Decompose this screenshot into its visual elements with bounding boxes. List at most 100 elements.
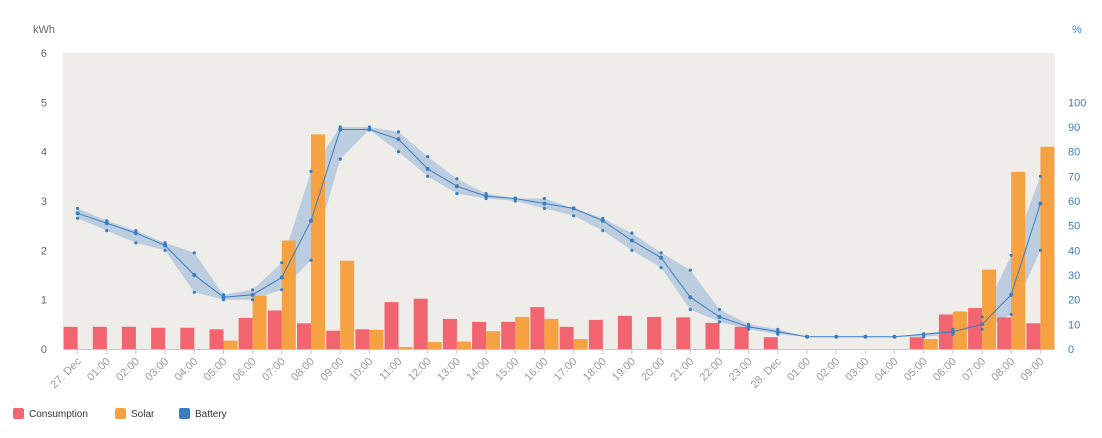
battery-point[interactable]	[133, 231, 138, 236]
solar-bar[interactable]	[544, 318, 559, 349]
consumption-bar[interactable]	[501, 321, 516, 349]
consumption-bar[interactable]	[355, 329, 370, 349]
consumption-bar[interactable]	[588, 319, 603, 349]
consumption-bar[interactable]	[267, 310, 282, 350]
battery-point[interactable]	[834, 334, 839, 339]
consumption-bar[interactable]	[909, 337, 924, 349]
consumption-bar[interactable]	[297, 323, 311, 349]
battery-max-point	[776, 327, 780, 331]
consumption-bar[interactable]	[326, 330, 341, 349]
battery-max-point	[338, 125, 342, 129]
x-tick-label: 08:00	[989, 356, 1017, 384]
consumption-bar[interactable]	[384, 302, 399, 349]
battery-point[interactable]	[250, 292, 255, 297]
battery-point[interactable]	[1038, 201, 1043, 206]
legend-label-consumption[interactable]: Consumption	[29, 409, 88, 420]
x-tick-label: 02:00	[114, 356, 142, 384]
battery-point[interactable]	[338, 127, 343, 132]
x-tick-label: 28. Dec	[749, 355, 785, 391]
battery-min-point	[717, 320, 722, 324]
consumption-bar[interactable]	[617, 315, 632, 349]
consumption-bar[interactable]	[209, 329, 224, 349]
battery-point[interactable]	[163, 243, 168, 248]
battery-point[interactable]	[396, 137, 401, 142]
solar-bar[interactable]	[456, 341, 471, 349]
battery-point[interactable]	[454, 184, 459, 189]
consumption-bar[interactable]	[92, 326, 107, 349]
battery-point[interactable]	[104, 221, 109, 226]
battery-point[interactable]	[921, 332, 926, 337]
battery-point[interactable]	[863, 334, 868, 339]
solar-bar[interactable]	[427, 342, 442, 349]
solar-bar[interactable]	[311, 134, 325, 349]
battery-min-point	[338, 157, 342, 161]
solar-bar[interactable]	[340, 260, 355, 349]
battery-point[interactable]	[950, 329, 955, 334]
solar-bar[interactable]	[252, 295, 267, 349]
consumption-bar[interactable]	[472, 321, 487, 349]
consumption-bar[interactable]	[647, 316, 662, 349]
battery-point[interactable]	[688, 295, 693, 300]
solar-bar[interactable]	[515, 316, 530, 349]
battery-point[interactable]	[629, 238, 634, 243]
battery-point[interactable]	[309, 218, 313, 223]
consumption-bar[interactable]	[997, 317, 1012, 349]
solar-bar[interactable]	[486, 331, 501, 349]
consumption-bar[interactable]	[763, 337, 778, 349]
battery-point[interactable]	[1009, 292, 1014, 297]
battery-point[interactable]	[425, 166, 430, 171]
consumption-bar[interactable]	[238, 317, 253, 349]
battery-point[interactable]	[221, 295, 226, 300]
consumption-bar[interactable]	[676, 317, 691, 349]
consumption-bar[interactable]	[559, 326, 574, 349]
battery-point[interactable]	[659, 255, 664, 260]
battery-point[interactable]	[805, 334, 809, 339]
consumption-bar[interactable]	[530, 307, 545, 349]
solar-bar[interactable]	[573, 339, 588, 349]
battery-min-point	[951, 332, 955, 336]
x-tick-label: 04:00	[172, 356, 200, 384]
y-right-tick-label: 50	[1068, 221, 1080, 233]
battery-max-point	[630, 231, 634, 235]
battery-point[interactable]	[542, 201, 547, 206]
consumption-bar[interactable]	[442, 318, 457, 349]
solar-bar[interactable]	[398, 347, 413, 349]
consumption-bar[interactable]	[63, 326, 78, 349]
consumption-bar[interactable]	[121, 326, 136, 349]
battery-point[interactable]	[717, 314, 722, 319]
consumption-bar[interactable]	[413, 298, 428, 349]
legend-label-battery[interactable]: Battery	[195, 409, 227, 420]
solar-bar[interactable]	[223, 340, 238, 349]
consumption-bar[interactable]	[180, 327, 195, 349]
battery-point[interactable]	[484, 194, 489, 199]
battery-min-point	[1009, 312, 1013, 317]
battery-point[interactable]	[980, 322, 985, 327]
solar-bar[interactable]	[1040, 146, 1055, 349]
battery-point[interactable]	[746, 324, 751, 329]
battery-point[interactable]	[279, 275, 284, 280]
consumption-bar[interactable]	[705, 322, 720, 349]
solar-bar[interactable]	[369, 329, 384, 349]
plot-background	[63, 53, 1055, 349]
consumption-bar[interactable]	[968, 308, 983, 349]
solar-bar[interactable]	[982, 269, 997, 349]
consumption-bar[interactable]	[938, 314, 953, 350]
battery-point[interactable]	[775, 329, 780, 334]
battery-point[interactable]	[513, 196, 518, 201]
battery-min-point	[776, 332, 780, 336]
battery-point[interactable]	[571, 206, 576, 211]
battery-point[interactable]	[600, 218, 605, 223]
battery-point[interactable]	[892, 334, 897, 339]
solar-bar[interactable]	[1011, 171, 1026, 349]
solar-bar[interactable]	[923, 339, 938, 349]
consumption-bar[interactable]	[151, 327, 166, 349]
x-tick-label: 04:00	[873, 356, 901, 384]
battery-point[interactable]	[367, 127, 372, 132]
battery-point[interactable]	[192, 273, 197, 277]
legend-label-solar[interactable]: Solar	[131, 409, 155, 420]
solar-bar[interactable]	[281, 240, 296, 350]
battery-point[interactable]	[75, 211, 80, 216]
consumption-bar[interactable]	[1026, 323, 1041, 349]
consumption-bar[interactable]	[734, 326, 749, 349]
battery-max-point	[309, 169, 313, 173]
